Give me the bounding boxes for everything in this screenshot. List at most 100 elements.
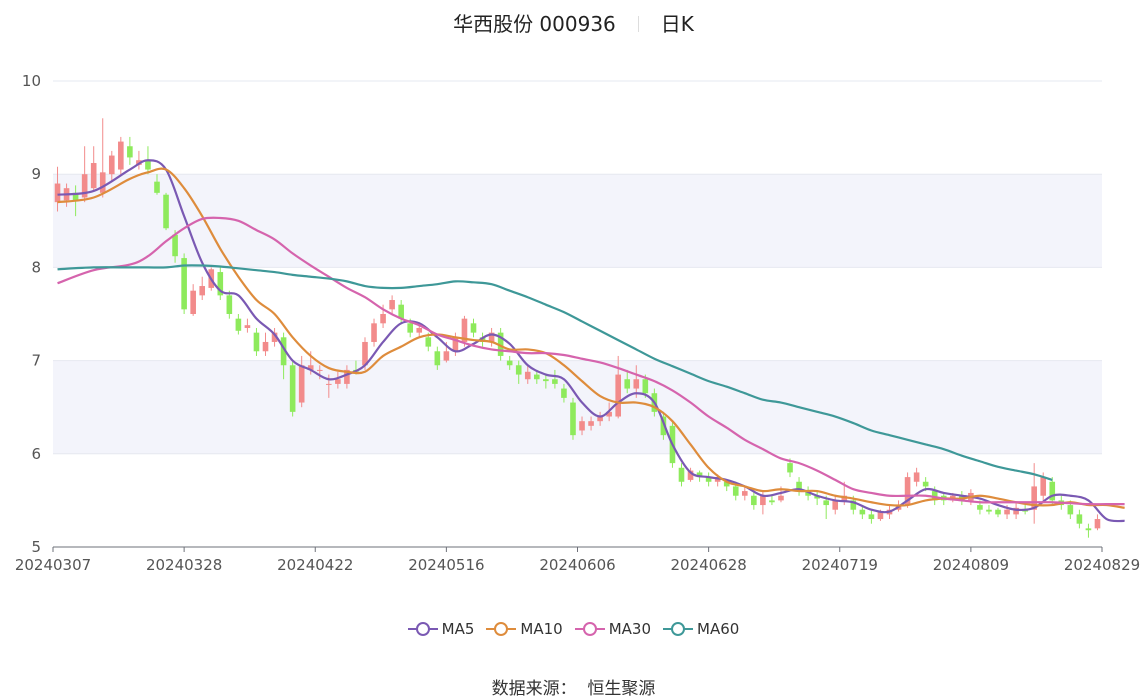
candle (534, 369, 540, 384)
legend-item-ma10[interactable]: MA10 (486, 620, 563, 638)
kline-chart: 5 6 7 8 9 10 20240307 20240328 20240422 20240516… (15, 72, 1140, 574)
candle-body (850, 500, 857, 510)
candle-body (552, 379, 558, 384)
candle-body (497, 332, 504, 356)
candle-body (543, 379, 549, 382)
legend-item-ma5[interactable]: MA5 (407, 620, 474, 638)
candle-body (380, 314, 386, 324)
candle-body (931, 491, 938, 501)
candle-body (751, 495, 757, 506)
title-separator (637, 16, 639, 32)
candle (1049, 477, 1056, 506)
candle-body (461, 318, 468, 342)
candle-body (54, 183, 61, 203)
candle (624, 369, 631, 394)
candle-body (660, 416, 667, 436)
candle-body (118, 141, 124, 170)
candle-body (488, 332, 495, 342)
candle (615, 355, 621, 419)
moving-average-lines (57, 159, 1125, 523)
candle-body (226, 295, 233, 314)
candle-body (796, 481, 802, 490)
candle-body (859, 509, 866, 515)
candle-body (262, 341, 269, 352)
candle-body (705, 477, 712, 482)
candle (913, 467, 920, 487)
candle (561, 383, 567, 403)
candle-body (280, 337, 287, 366)
legend-item-ma60[interactable]: MA60 (663, 620, 739, 638)
legend-item-ma30[interactable]: MA30 (574, 620, 652, 638)
candle-body (678, 467, 685, 482)
chart-title: 华西股份 000936 日K (0, 8, 1147, 38)
candle-body (1067, 505, 1074, 515)
legend-label: MA10 (520, 620, 563, 638)
candle (832, 495, 839, 515)
candle (244, 318, 251, 333)
candle-body (1085, 528, 1092, 531)
candle-body (1040, 477, 1047, 496)
candle-body (1013, 507, 1019, 515)
candle (796, 477, 802, 496)
candle (868, 509, 875, 524)
candle-body (425, 337, 432, 347)
candle (1076, 509, 1083, 529)
candle-body (99, 172, 106, 193)
candle-body (199, 286, 206, 296)
y-tick-label: 8 (31, 258, 41, 276)
candle (660, 411, 667, 440)
ma-line-ma30 (57, 216, 1125, 506)
y-axis: 5 6 7 8 9 10 (22, 72, 41, 556)
x-tick-label: 20240628 (670, 556, 746, 574)
source-label: 数据来源： (491, 679, 577, 699)
candle-body (389, 300, 395, 310)
candle-body (579, 421, 585, 431)
candle (488, 327, 495, 347)
candle (434, 346, 441, 370)
candle (1085, 523, 1092, 538)
candle-body (81, 174, 88, 198)
candle (280, 332, 287, 380)
legend-marker-icon (486, 622, 517, 636)
candle (986, 505, 992, 515)
candle (1094, 514, 1101, 531)
candle-body (398, 304, 404, 319)
x-tick-label: 20240516 (408, 556, 484, 574)
candle (506, 355, 513, 370)
candle-body (696, 472, 703, 478)
candle-body (72, 192, 79, 201)
candle (570, 397, 576, 440)
candle-body (235, 318, 242, 331)
period-label: 日K (660, 12, 694, 36)
x-tick-label: 20240829 (1064, 556, 1140, 574)
candle (497, 327, 504, 361)
candle (769, 495, 775, 506)
candle-body (335, 379, 341, 384)
candle (470, 318, 477, 338)
candle (90, 146, 97, 191)
candle-body (154, 181, 160, 193)
candle (344, 365, 350, 389)
candle-body (642, 379, 649, 394)
candle-body (289, 365, 296, 412)
candle-body (1004, 509, 1010, 515)
y-tick-label: 9 (31, 165, 41, 183)
legend-label: MA30 (608, 620, 652, 638)
candle (859, 505, 866, 520)
candle (298, 355, 305, 408)
band-6 (53, 360, 1102, 454)
candle (579, 416, 585, 436)
x-tick-label: 20240809 (933, 556, 1009, 574)
candle-body (470, 323, 477, 333)
ma-line-ma60 (57, 264, 1053, 481)
candle (597, 411, 603, 426)
legend: MA5 MA10 MA30 MA60 (0, 620, 1147, 638)
candle (995, 507, 1001, 518)
candle (190, 284, 196, 316)
background-bands (53, 174, 1102, 454)
candle-body (633, 379, 640, 389)
band-8 (53, 174, 1102, 268)
candle (316, 365, 323, 380)
legend-marker-icon (663, 622, 694, 636)
ma-line-ma5 (57, 159, 1125, 523)
